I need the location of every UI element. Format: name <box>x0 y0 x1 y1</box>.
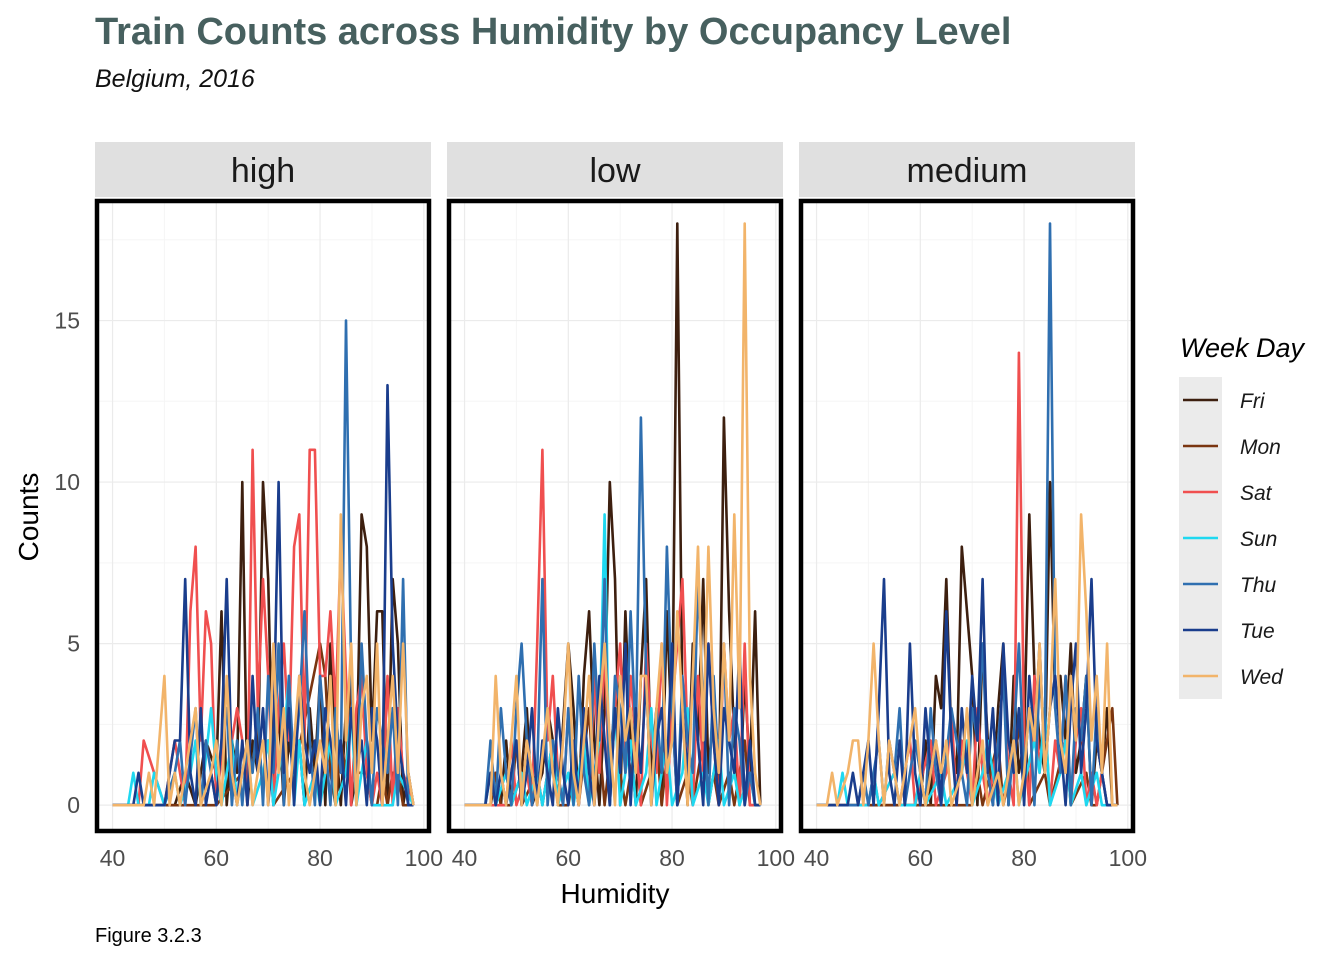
legend-label: Sun <box>1240 528 1277 551</box>
x-tick-label: 40 <box>452 845 478 871</box>
y-tick-label: 0 <box>67 792 80 818</box>
x-axis-title: Humidity <box>561 878 670 909</box>
series-line-thu <box>816 222 1118 807</box>
y-axis-title: Counts <box>13 473 44 562</box>
facet-strip-medium <box>799 142 1135 197</box>
figure-caption: Figure 3.2.3 <box>95 925 202 947</box>
facet-strip-high <box>95 142 431 197</box>
y-tick-label: 15 <box>54 308 80 334</box>
facet-strip-label: low <box>589 152 640 190</box>
legend-label: Thu <box>1240 574 1277 597</box>
x-tick-label: 100 <box>405 845 443 871</box>
series-line-sat <box>816 351 1118 807</box>
facet-panel-medium: medium 40 60 80 100 <box>798 142 1147 871</box>
series-line-wed <box>464 222 762 807</box>
x-tick-label: 60 <box>908 845 934 871</box>
facet-strip-label: high <box>231 152 295 190</box>
panel-border <box>798 198 1136 834</box>
series-line-thu <box>112 319 414 807</box>
x-tick-label: 100 <box>1109 845 1147 871</box>
legend-label: Tue <box>1240 620 1275 643</box>
chart-title: Train Counts across Humidity by Occupanc… <box>95 11 1012 53</box>
x-tick-label: 60 <box>204 845 230 871</box>
legend: Week Day Fri Mon Sat Sun Thu Tue Wed <box>1179 333 1306 699</box>
panel-border <box>446 198 784 834</box>
x-tick-label: 40 <box>100 845 126 871</box>
x-tick-label: 100 <box>757 845 795 871</box>
facet-panel-high: high 40 60 80 100 <box>94 142 443 871</box>
series-line-wed <box>816 513 1118 807</box>
facet-strip-low <box>447 142 783 197</box>
series-line-wed <box>112 513 415 807</box>
x-tick-label: 60 <box>556 845 582 871</box>
series-line-tue <box>112 383 414 807</box>
legend-label: Fri <box>1240 390 1266 413</box>
y-tick-label: 10 <box>54 469 80 495</box>
series-line-tue <box>816 577 1118 807</box>
x-tick-label: 80 <box>1011 845 1037 871</box>
x-tick-label: 80 <box>659 845 685 871</box>
panel-border <box>94 198 432 834</box>
chart-subtitle: Belgium, 2016 <box>95 65 255 93</box>
x-tick-label: 40 <box>804 845 830 871</box>
legend-label: Sat <box>1240 482 1273 505</box>
facet-panel-low: low 40 60 80 100 <box>446 142 795 871</box>
legend-label: Mon <box>1240 436 1281 459</box>
series-line-sat <box>112 448 415 807</box>
legend-label: Wed <box>1240 666 1284 689</box>
x-tick-label: 80 <box>307 845 333 871</box>
facet-strip-label: medium <box>907 152 1028 190</box>
legend-title: Week Day <box>1180 333 1306 363</box>
y-tick-label: 5 <box>67 631 80 657</box>
